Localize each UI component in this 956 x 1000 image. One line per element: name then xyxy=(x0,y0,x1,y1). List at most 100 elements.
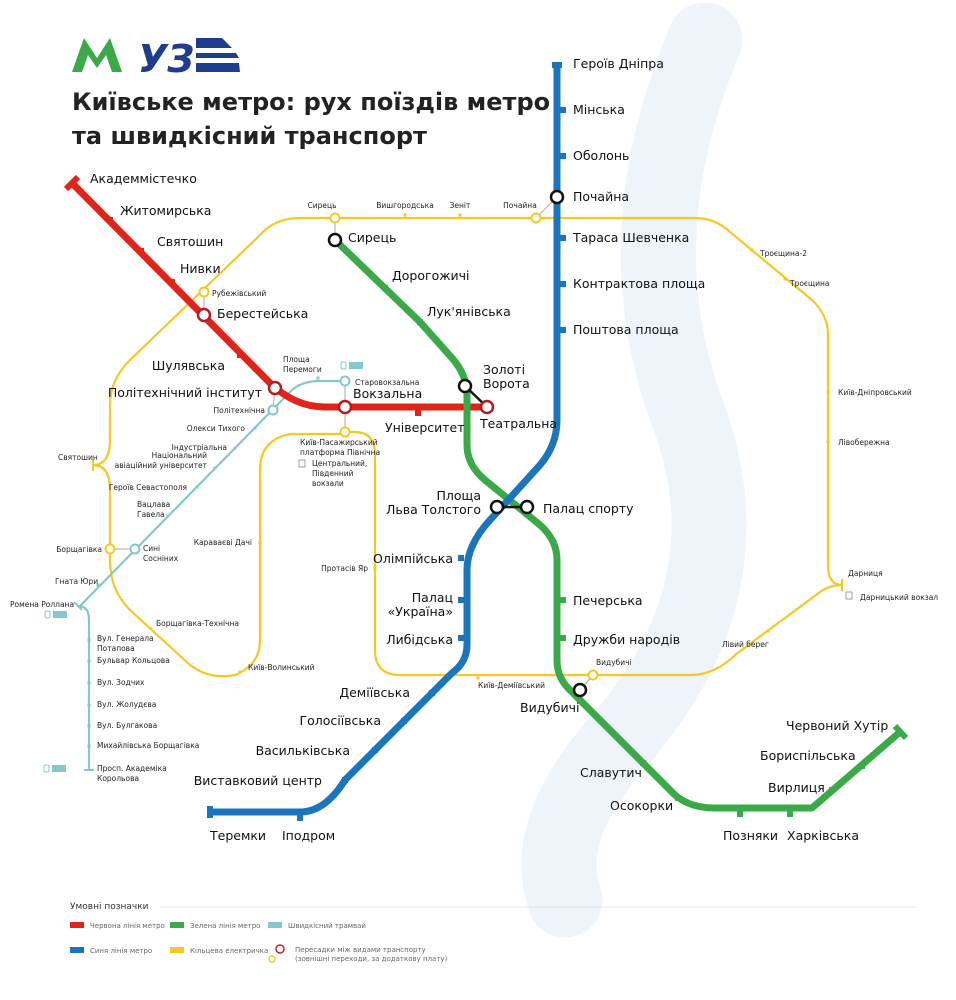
station-label: Троєщина xyxy=(789,279,830,288)
line-terminus-cap xyxy=(892,723,909,741)
station-label: Контрактова площа xyxy=(573,276,705,291)
blue-station: Героїв Дніпра xyxy=(573,56,664,71)
station-label: Київ-Дніпровський xyxy=(838,388,912,397)
page-title-line-2: та швидкісний транспорт xyxy=(72,122,427,150)
station-label: Дарниця xyxy=(848,569,883,578)
green-station: Палац спорту xyxy=(519,499,634,516)
station-label: Просп. Академіка Корольова xyxy=(97,764,167,783)
green-station: Осокорки xyxy=(610,795,681,813)
station-label: Либідська xyxy=(386,632,453,647)
station-label: Оболонь xyxy=(573,148,629,163)
station-label: Старовокзальна xyxy=(355,378,419,387)
station-tick xyxy=(415,410,421,416)
tram-icon xyxy=(44,610,51,619)
green-station: Дорогожичі xyxy=(382,268,469,291)
station-label: Героїв Севастополя xyxy=(109,483,187,492)
tram-station: Бульвар Кольцова xyxy=(87,656,170,665)
interchange-circle-icon xyxy=(572,682,588,698)
station-label: Київ-Волинський xyxy=(248,663,315,672)
station-label: Рубежівський xyxy=(212,289,266,298)
station-label: Михайлівська Борщагівка xyxy=(97,741,199,750)
tram-station: Вацлава Гавела xyxy=(137,500,170,519)
station-tick xyxy=(458,555,464,561)
ring-station: Почайна xyxy=(503,201,542,224)
station-tick xyxy=(87,703,91,707)
station-label-line: Сосніних xyxy=(143,554,179,563)
red-station: Житомирська xyxy=(107,203,211,223)
ring-station: Троєщина xyxy=(783,277,830,288)
legend-item: Кільцева електричка xyxy=(170,947,268,955)
station-tick xyxy=(238,670,242,674)
red-station: Політехнічний інститут xyxy=(108,380,283,400)
interchange-circle-icon xyxy=(457,378,473,394)
station-tick xyxy=(401,718,407,724)
interchange-circle-icon xyxy=(549,189,565,205)
station-label: Олімпійська xyxy=(373,551,453,566)
station-label: Театральна xyxy=(479,416,557,431)
interchange-circle-icon xyxy=(196,307,212,323)
station-label-line: Гавела xyxy=(137,510,165,519)
line-terminus-cap xyxy=(63,174,81,192)
station-tick xyxy=(560,235,566,241)
station-label: Виставковий центр xyxy=(194,773,322,788)
station-label: Бориспільська xyxy=(760,748,856,763)
blue-station: Почайна xyxy=(549,189,629,205)
station-label: Почайна xyxy=(503,201,537,210)
tram-station: Вул. Зодчих xyxy=(87,678,145,687)
station-label: Бульвар Кольцова xyxy=(97,656,170,665)
station-label: Вул. Генерала Потапова xyxy=(97,634,154,653)
green-station: Червоний Хутір xyxy=(786,718,888,733)
green-station: Харківська xyxy=(787,811,859,843)
tram-station: Вул. Генерала Потапова xyxy=(87,634,154,653)
station-label: Центральний, Південний вокзали xyxy=(312,459,367,488)
ring-station: Святошин xyxy=(58,453,98,462)
tram-station: Михайлівська Борщагівка xyxy=(87,741,199,750)
station-label: Почайна xyxy=(573,189,629,204)
green-station: Печерська xyxy=(560,593,643,608)
station-tick xyxy=(87,659,91,663)
station-tick xyxy=(237,352,243,358)
interchange-circle-icon xyxy=(104,543,116,555)
tram-station: Олекси Тихого xyxy=(187,424,257,433)
ring-line-path xyxy=(91,216,843,678)
ring-station: Сирець xyxy=(307,201,341,224)
green-station: Бориспільська xyxy=(760,748,865,769)
station-label: Вул. Жолудєва xyxy=(97,700,156,709)
station-label: Борщагівка-Технічна xyxy=(156,619,239,628)
tram-station: Індустріальна xyxy=(172,443,237,452)
station-label-line: авіаційний університет xyxy=(115,461,208,470)
tram-station: Просп. Академіка Корольова xyxy=(97,764,167,783)
green-station: Позняки xyxy=(723,811,778,843)
station-label: Вул. Зодчих xyxy=(97,678,145,687)
tram-route-badge xyxy=(53,611,67,618)
station-label: Теремки xyxy=(209,828,266,843)
interchange-circle-icon xyxy=(129,543,141,555)
station-tick xyxy=(87,638,91,642)
tram-station: Вул. Булгакова xyxy=(87,721,157,730)
tram-station: Національний авіаційний університет xyxy=(115,451,217,470)
station-label: Олекси Тихого xyxy=(187,424,246,433)
train-station-icon xyxy=(298,459,306,468)
blue-station: Васильківська xyxy=(256,743,378,758)
station-label: Шулявська xyxy=(152,358,225,373)
station-tick xyxy=(859,763,865,769)
blue-station: Палац «Україна» xyxy=(388,590,464,619)
station-label-line: Корольова xyxy=(97,774,139,783)
station-tick xyxy=(166,514,170,518)
green-station: Сирець xyxy=(327,230,396,248)
train-station-icon xyxy=(845,591,853,600)
tram-line-path xyxy=(77,604,91,770)
station-label: Іподром xyxy=(282,828,335,843)
red-station: Театральна xyxy=(479,399,557,431)
station-tick xyxy=(787,811,793,817)
station-label-line: «Україна» xyxy=(388,604,453,619)
station-label: Берестейська xyxy=(217,306,308,321)
blue-station: Теремки xyxy=(209,828,266,843)
ring-station: Київ-Волинський xyxy=(238,663,315,674)
page-title-line-1: Київське метро: рух поїздів метро xyxy=(72,88,550,116)
interchange-circle-icon xyxy=(198,286,210,298)
ring-station: Борщагівка xyxy=(56,543,116,555)
interchange-circle-icon xyxy=(530,212,542,224)
blue-station: Голосіївська xyxy=(299,713,407,728)
station-label: Політехнічна xyxy=(214,406,265,415)
